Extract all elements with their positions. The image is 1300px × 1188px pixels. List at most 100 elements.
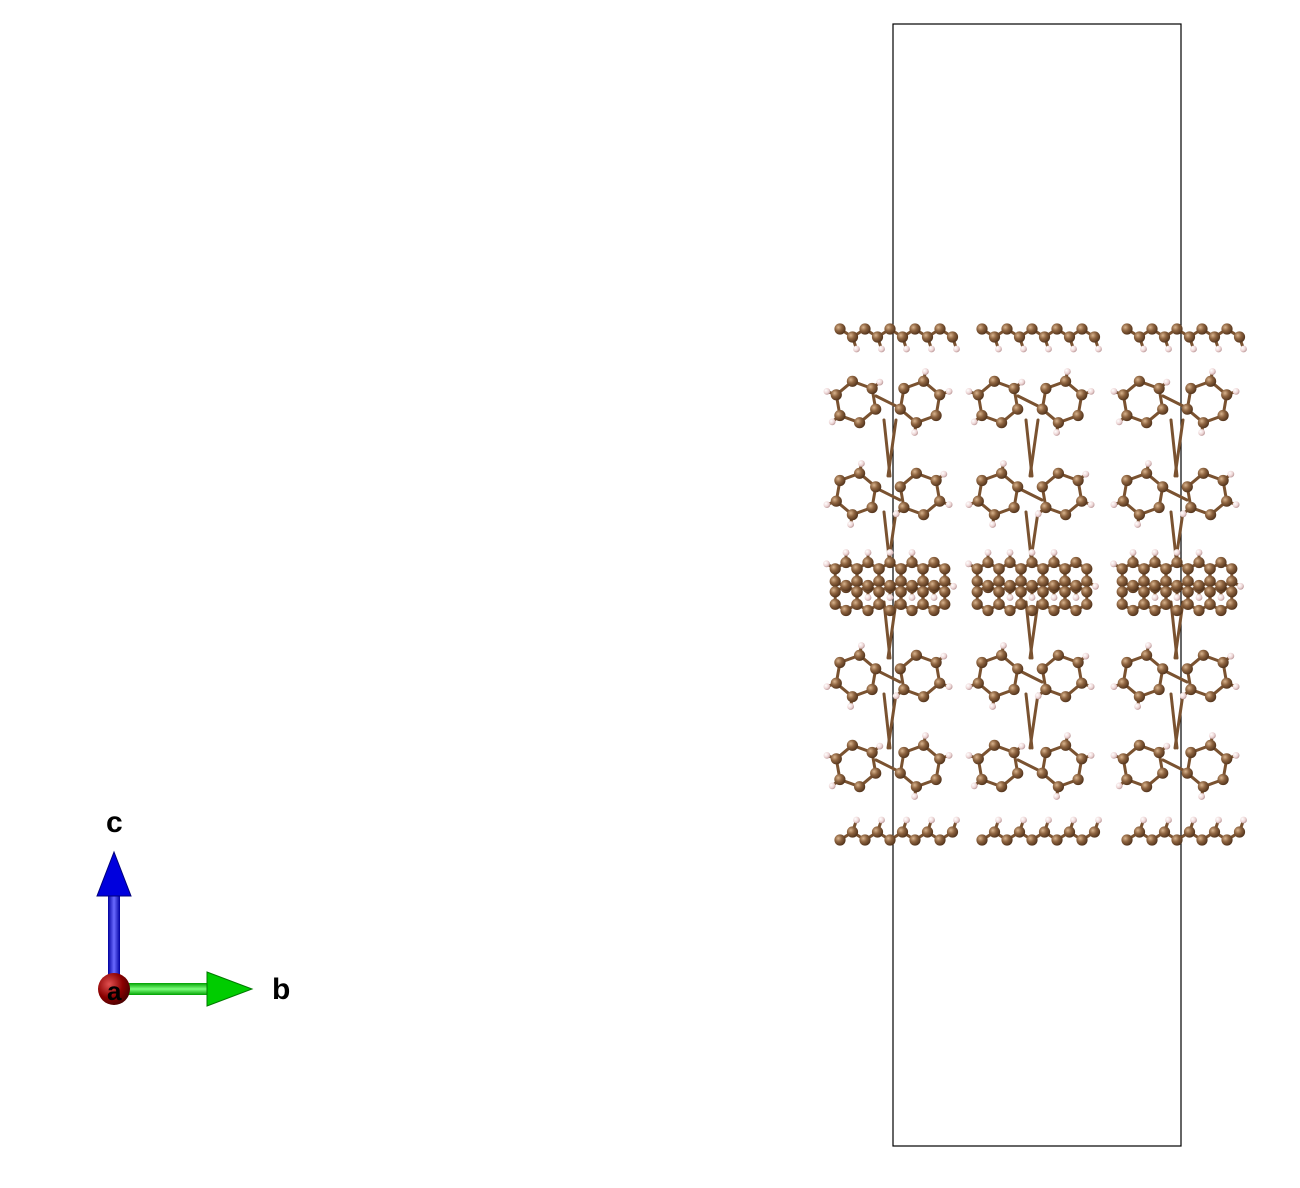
hydrogen-atom: [1028, 594, 1036, 601]
hydrogen-atom: [1070, 816, 1077, 824]
carbon-atom: [1181, 403, 1193, 415]
carbon-atom: [1072, 474, 1084, 487]
carbon-atom: [1221, 753, 1233, 765]
carbon-atom: [976, 834, 988, 846]
carbon-atom: [1076, 495, 1088, 507]
carbon-atom: [1160, 575, 1172, 587]
carbon-atom: [1076, 389, 1088, 401]
carbon-atom: [1121, 409, 1133, 422]
carbon-atom: [1038, 331, 1051, 343]
hydrogen-atom: [853, 816, 860, 824]
carbon-atom: [1008, 501, 1020, 514]
hydrogen-atom: [1000, 460, 1007, 467]
hydrogen-atom: [1232, 752, 1240, 759]
carbon-atom: [1060, 509, 1072, 521]
carbon-atom: [1040, 501, 1052, 514]
bond: [886, 418, 898, 478]
carbon-atom: [1181, 767, 1193, 779]
carbon-atom: [1059, 575, 1071, 587]
carbon-atom: [895, 598, 907, 610]
carbon-atom: [1197, 467, 1209, 479]
bond: [886, 692, 898, 750]
carbon-atom: [1117, 389, 1129, 401]
carbon-atom: [1146, 323, 1158, 335]
carbon-atom: [1026, 579, 1038, 592]
carbon-atom: [1182, 563, 1194, 575]
carbon-atom: [939, 575, 951, 587]
hydrogen-atom: [828, 782, 836, 790]
carbon-atom: [982, 556, 994, 569]
hydrogen-atom: [1198, 429, 1205, 436]
hydrogen-atom: [1034, 510, 1042, 518]
hydrogen-atom: [1165, 345, 1172, 353]
bond: [1028, 418, 1040, 478]
carbon-atom: [884, 323, 896, 335]
carbon-atom: [996, 649, 1008, 661]
carbon-atom: [866, 382, 878, 395]
carbon-atom: [918, 739, 930, 751]
carbon-atom: [846, 375, 859, 387]
carbon-atom: [870, 481, 882, 493]
hydrogen-atom: [989, 521, 996, 528]
carbon-atom: [834, 323, 846, 335]
hydrogen-atom: [903, 816, 910, 824]
carbon-atom: [1204, 575, 1216, 587]
hydrogen-atom: [922, 732, 929, 739]
carbon-atom: [1036, 481, 1048, 493]
hydrogen-atom: [823, 501, 831, 508]
carbon-atom: [866, 746, 878, 759]
hydrogen-atom: [878, 345, 885, 353]
carbon-atom: [1052, 781, 1064, 793]
carbon-atom: [862, 604, 874, 617]
carbon-atom: [1205, 739, 1217, 751]
carbon-atom: [884, 579, 896, 592]
carbon-atom: [1181, 481, 1193, 493]
carbon-atom: [988, 826, 1001, 838]
hydrogen-atom: [1020, 345, 1027, 353]
carbon-atom: [993, 575, 1005, 587]
hydrogen-atom: [1110, 752, 1118, 759]
carbon-atom: [884, 834, 896, 846]
carbon-atom: [1193, 556, 1205, 569]
hydrogen-atom: [1095, 345, 1102, 353]
hydrogen-atom: [1215, 816, 1222, 824]
carbon-atom: [870, 663, 882, 675]
hydrogen-atom: [823, 683, 831, 690]
hydrogen-atom: [1110, 683, 1118, 690]
carbon-atom: [1121, 474, 1133, 487]
carbon-atom: [1205, 375, 1217, 387]
carbon-atom: [910, 781, 923, 793]
carbon-atom: [884, 604, 896, 617]
hydrogen-atom: [1179, 510, 1187, 518]
carbon-atom: [1015, 586, 1027, 598]
c-axis-shaft: [108, 893, 120, 990]
carbon-atom: [1153, 683, 1165, 696]
hydrogen-atom: [1129, 549, 1137, 556]
carbon-atom: [834, 656, 846, 669]
hydrogen-atom: [911, 429, 918, 436]
carbon-atom: [1217, 409, 1229, 422]
carbon-atom: [1040, 382, 1052, 395]
carbon-atom: [930, 474, 942, 487]
hydrogen-atom: [965, 501, 973, 508]
carbon-atom: [884, 556, 896, 569]
hydrogen-atom: [1145, 642, 1152, 649]
carbon-atom: [895, 586, 907, 598]
bond: [1173, 692, 1185, 750]
carbon-atom: [1116, 598, 1128, 610]
carbon-atom: [1060, 375, 1072, 387]
carbon-atom: [910, 417, 923, 429]
hydrogen-atom: [1151, 594, 1159, 601]
carbon-atom: [1133, 375, 1145, 387]
carbon-atom: [1052, 649, 1064, 661]
carbon-atom: [895, 563, 907, 575]
hydrogen-atom: [886, 594, 894, 601]
carbon-atom: [1072, 656, 1084, 669]
hydrogen-atom: [1209, 368, 1216, 375]
hydrogen-atom: [1082, 470, 1090, 478]
carbon-atom: [1040, 683, 1052, 696]
carbon-atom: [1116, 563, 1128, 575]
carbon-atom: [1070, 556, 1082, 569]
hydrogen-atom: [970, 418, 978, 426]
carbon-atom: [1226, 563, 1238, 575]
